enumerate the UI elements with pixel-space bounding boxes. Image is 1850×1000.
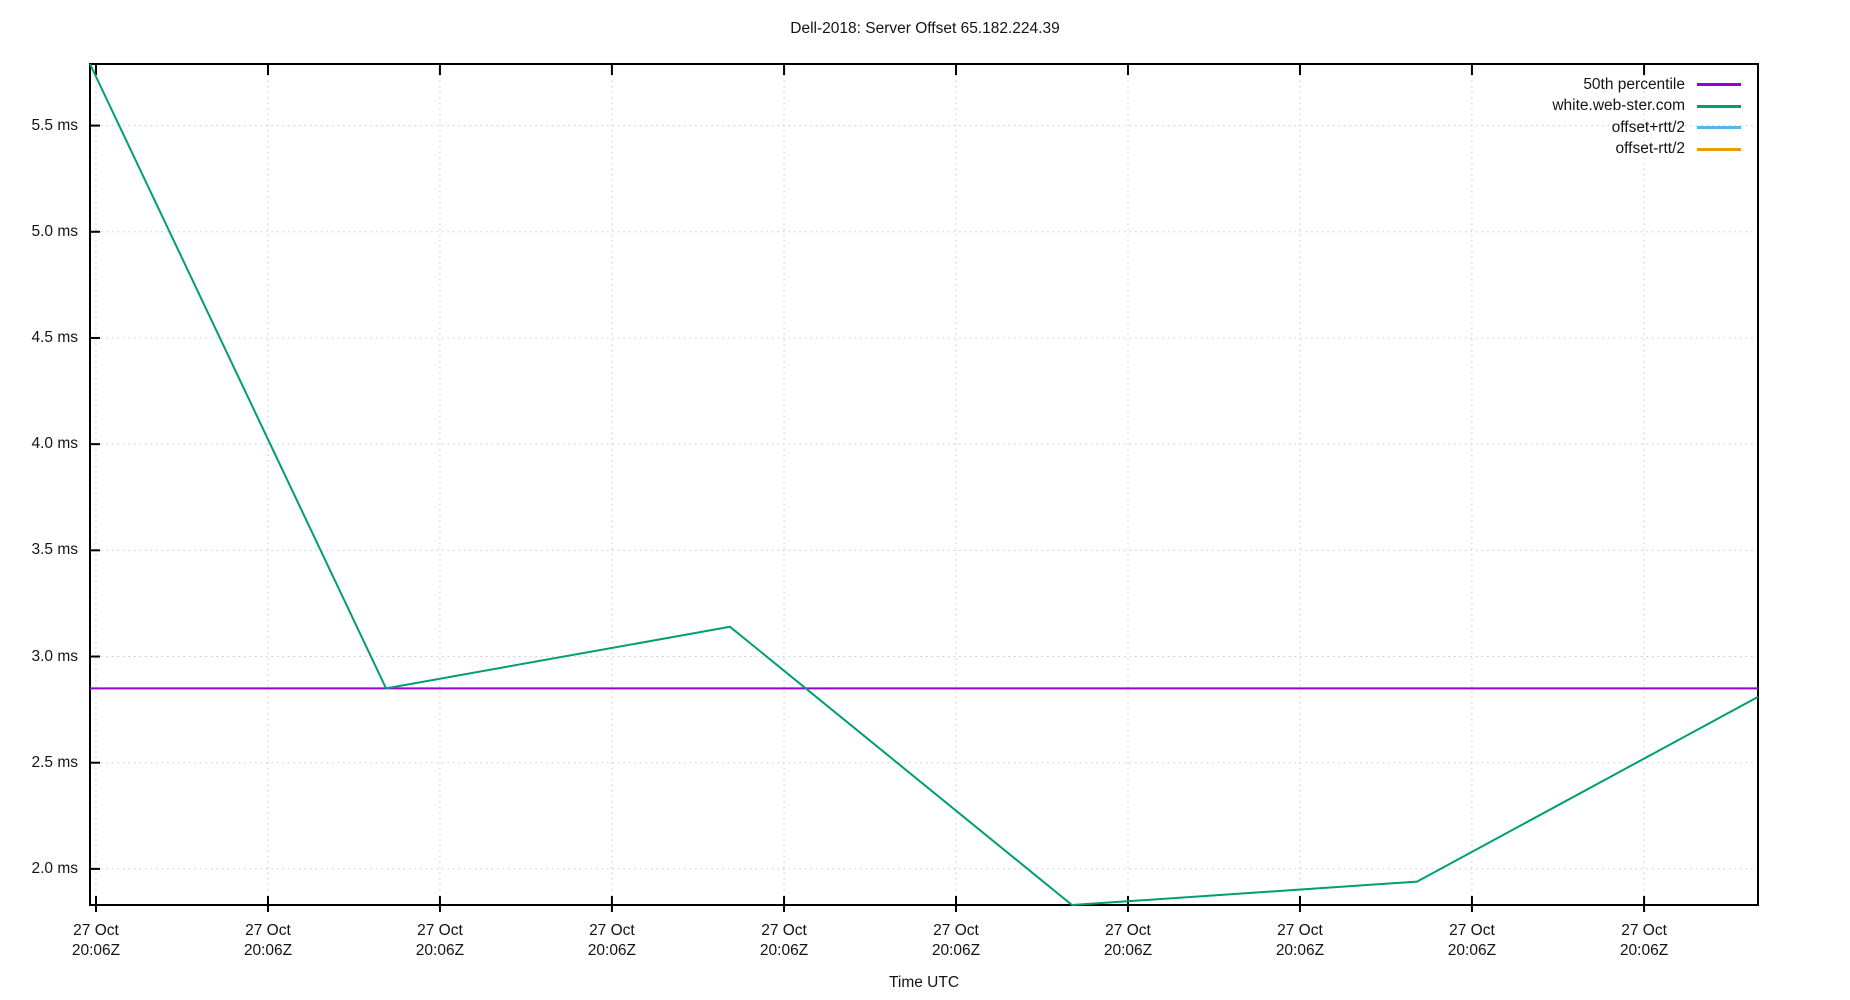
x-tick-label: 27 Oct 20:06Z	[1275, 922, 1325, 959]
chart-title: Dell-2018: Server Offset 65.182.224.39	[790, 20, 1060, 37]
plot-frame	[89, 63, 1759, 906]
legend-item: offset-rtt/2	[1615, 139, 1741, 161]
legend-item-label: offset-rtt/2	[1615, 140, 1686, 158]
y-tick-label: 4.5 ms	[31, 328, 78, 346]
x-tick-label: 27 Oct 20:06Z	[1619, 922, 1669, 959]
x-tick-label: 27 Oct 20:06Z	[1447, 922, 1497, 959]
legend-color-swatch	[1697, 126, 1741, 130]
y-tick-label: 3.0 ms	[31, 647, 78, 665]
y-tick-label: 5.0 ms	[31, 222, 78, 240]
legend: 50th percentile white.web-ster.com offset+…	[1552, 74, 1741, 160]
x-axis-title: Time UTC	[888, 974, 960, 991]
x-tick-label: 27 Oct 20:06Z	[587, 922, 637, 959]
legend-color-swatch	[1697, 104, 1741, 108]
series-line-white-web-ster-com	[89, 63, 1759, 906]
legend-color-swatch	[1697, 147, 1741, 151]
legend-item: white.web-ster.com	[1552, 96, 1741, 118]
legend-item-label: white.web-ster.com	[1552, 97, 1685, 115]
y-tick-label: 2.5 ms	[31, 753, 78, 771]
legend-color-swatch	[1697, 83, 1741, 87]
legend-item: offset+rtt/2	[1612, 117, 1741, 139]
y-tick-label: 4.0 ms	[31, 435, 78, 453]
x-tick-label: 27 Oct 20:06Z	[759, 922, 809, 959]
y-tick-label: 2.0 ms	[31, 859, 78, 877]
x-tick-label: 27 Oct 20:06Z	[1103, 922, 1153, 959]
x-tick-label: 27 Oct 20:06Z	[415, 922, 465, 959]
x-tick-label: 27 Oct 20:06Z	[931, 922, 981, 959]
legend-item-label: offset+rtt/2	[1611, 118, 1685, 136]
y-tick-label: 5.5 ms	[31, 116, 78, 134]
y-tick-label: 3.5 ms	[31, 541, 78, 559]
x-tick-label: 27 Oct 20:06Z	[243, 922, 293, 959]
x-tick-label: 27 Oct 20:06Z	[71, 922, 121, 959]
legend-item: 50th percentile	[1583, 74, 1741, 96]
legend-item-label: 50th percentile	[1583, 75, 1685, 93]
